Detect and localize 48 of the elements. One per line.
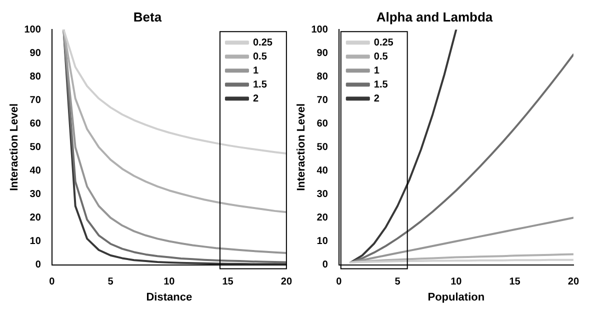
legend-label: 0.25	[374, 37, 394, 48]
x-tick-label: 0	[336, 276, 342, 288]
y-tick-label: 50	[316, 142, 328, 153]
x-tick-label: 10	[450, 276, 462, 288]
x-tick-label: 0	[49, 276, 56, 288]
x-axis-title: Distance	[146, 291, 192, 304]
y-tick-label: 40	[316, 165, 328, 176]
y-tick-label: 30	[30, 188, 42, 200]
y-tick-label: 0	[322, 260, 328, 271]
legend-label: 0.5	[252, 51, 268, 62]
y-tick-label: 70	[30, 94, 42, 106]
y-tick-label: 20	[30, 212, 42, 224]
y-tick-label: 50	[30, 142, 42, 153]
y-tick-label: 20	[316, 212, 328, 224]
y-axis-title: Interaction Level	[296, 103, 308, 191]
y-tick-label: 70	[316, 94, 328, 106]
x-tick-label: 20	[568, 276, 580, 288]
y-tick-label: 0	[35, 260, 42, 271]
y-tick-label: 10	[316, 236, 328, 248]
y-tick-label: 80	[30, 71, 42, 82]
y-tick-label: 10	[30, 236, 42, 248]
y-tick-label: 40	[30, 165, 42, 176]
legend-label: 1	[252, 65, 259, 76]
y-tick-label: 90	[316, 48, 328, 59]
legend-label: 0.25	[252, 37, 273, 48]
x-tick-label: 20	[280, 276, 292, 288]
y-tick-label: 60	[30, 118, 42, 130]
chart-title: Alpha and Lambda	[376, 9, 494, 24]
legend-label: 2	[374, 93, 380, 104]
x-tick-label: 5	[394, 276, 401, 288]
chart-title: Beta	[133, 9, 162, 24]
y-tick-label: 80	[316, 71, 328, 82]
y-tick-label: 90	[30, 48, 42, 59]
legend-label: 1	[374, 65, 380, 76]
legend-label: 1.5	[252, 79, 268, 90]
x-tick-label: 15	[509, 276, 521, 288]
x-tick-label: 10	[164, 276, 176, 288]
y-tick-label: 30	[316, 188, 328, 200]
y-axis-title: Interaction Level	[8, 103, 21, 191]
legend-label: 0.5	[374, 51, 388, 62]
x-tick-label: 15	[222, 276, 234, 288]
y-tick-label: 60	[316, 118, 328, 130]
y-tick-label: 100	[311, 24, 328, 36]
x-axis-title: Population	[428, 291, 485, 304]
legend-label: 2	[252, 93, 259, 104]
y-tick-label: 100	[24, 24, 42, 36]
x-tick-label: 5	[108, 276, 114, 288]
legend-label: 1.5	[374, 79, 388, 90]
